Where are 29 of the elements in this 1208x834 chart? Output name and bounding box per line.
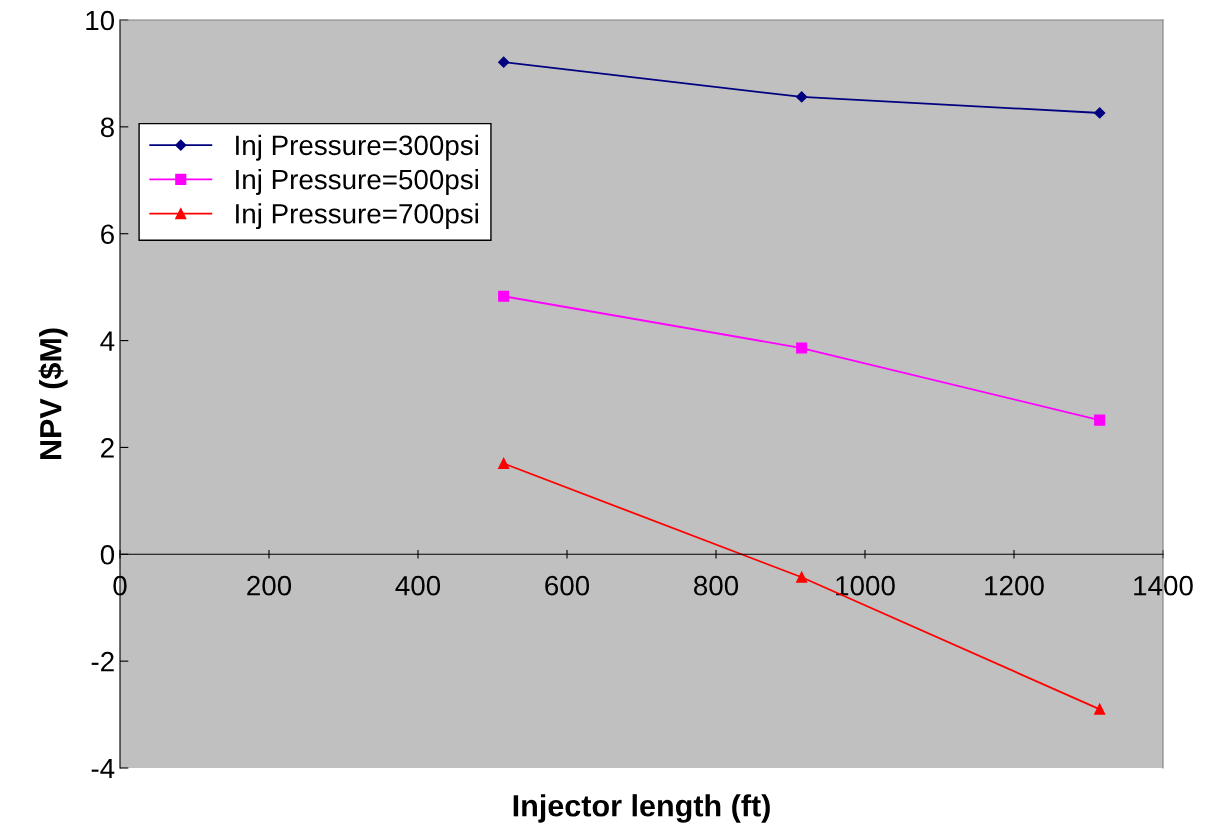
- y-tick-label: 8: [100, 117, 114, 138]
- x-tick-label: 1200: [985, 575, 1044, 596]
- x-tick-label: 800: [694, 575, 739, 596]
- x-tick-label: 1000: [836, 575, 895, 596]
- point: [1094, 703, 1106, 715]
- legend-label: Inj Pressure=500psi: [236, 168, 478, 195]
- y-tick-label: 4: [100, 331, 115, 351]
- x-axis-title: Injector length (ft): [513, 794, 770, 823]
- y-tick-label: 10: [86, 10, 115, 31]
- x-tick-label: 400: [395, 575, 441, 596]
- x-tick-label: 200: [247, 575, 292, 596]
- legend-label: Inj Pressure=300psi: [236, 134, 478, 161]
- x-tick-label: 1400: [1134, 575, 1193, 596]
- point: [1094, 414, 1106, 426]
- y-tick-label: 6: [101, 224, 114, 245]
- legend-label: Inj Pressure=700psi: [236, 203, 478, 230]
- point: [498, 290, 510, 302]
- point: [796, 342, 808, 354]
- y-axis-title: NPV ($M): [38, 328, 68, 460]
- point: [796, 571, 808, 583]
- point: [498, 56, 510, 68]
- y-tick-label: 2: [101, 438, 114, 458]
- y-tick-label: 0: [100, 544, 115, 565]
- x-tick-label: 600: [545, 575, 590, 596]
- y-tick-label: -2: [91, 651, 114, 672]
- point: [796, 91, 808, 103]
- y-tick-label: -4: [91, 758, 115, 779]
- point: [498, 457, 510, 470]
- point: [1094, 107, 1106, 119]
